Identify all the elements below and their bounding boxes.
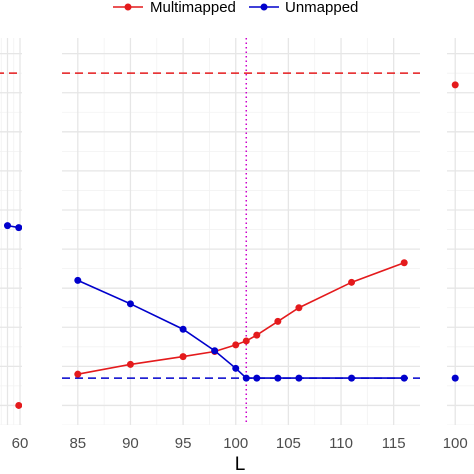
middle-panel-plot-area <box>62 38 420 425</box>
middle-panel-x-tick-label: 115 <box>382 435 406 452</box>
middle-panel-unmapped-point <box>179 325 187 333</box>
left-panel-multimapped-point <box>15 401 22 409</box>
middle-panel-x-tick-label: 100 <box>223 435 248 452</box>
right-panel-background <box>447 38 474 425</box>
middle-panel-x-tick-label: 105 <box>276 435 301 452</box>
middle-panel-multimapped-point <box>400 259 408 267</box>
middle-panel-multimapped-point <box>348 278 356 286</box>
middle-panel-x-tick-label: 85 <box>69 435 86 452</box>
panels: 60 85 90 95 100 105 110 115 100 <box>0 38 474 452</box>
middle-panel-multimapped-point <box>253 331 261 339</box>
left-panel-unmapped-point <box>15 224 22 232</box>
middle-panel-multimapped-point <box>74 370 82 378</box>
middle-panel-unmapped-point <box>211 347 219 355</box>
left-panel: 60 <box>0 38 28 452</box>
left-panel-unmapped-point <box>4 222 11 230</box>
middle-panel-multimapped-point <box>179 353 187 361</box>
middle-panel-unmapped-point <box>242 374 250 382</box>
legend: Multimapped Unmapped <box>113 0 358 16</box>
middle-panel-multimapped-point <box>274 317 282 325</box>
middle-panel-unmapped-point <box>253 374 261 382</box>
middle-panel-unmapped-point <box>274 374 282 382</box>
middle-panel-unmapped-point <box>74 276 82 284</box>
legend-multimapped-label: Multimapped <box>150 0 236 16</box>
middle-panel-unmapped-point <box>400 374 408 382</box>
legend-unmapped-marker <box>260 3 268 11</box>
middle-panel-unmapped-point <box>295 374 303 382</box>
middle-panel: 85 90 95 100 105 110 115 <box>62 38 420 452</box>
right-panel-plot-area <box>447 38 474 425</box>
right-panel: 100 <box>443 38 474 452</box>
middle-panel-multimapped-point <box>242 337 250 345</box>
middle-panel-unmapped-point <box>126 300 134 308</box>
right-panel-unmapped-point <box>451 374 459 382</box>
legend-multimapped-marker <box>124 3 132 11</box>
middle-panel-x-tick-label: 95 <box>175 435 192 452</box>
middle-panel-unmapped-point <box>348 374 356 382</box>
right-panel-x-tick-label: 100 <box>443 435 468 452</box>
middle-panel-multimapped-point <box>295 304 303 312</box>
left-panel-x-tick-label: 60 <box>12 435 29 452</box>
middle-panel-unmapped-point <box>232 364 240 372</box>
middle-panel-background <box>62 38 420 425</box>
left-panel-background <box>0 38 22 425</box>
middle-panel-x-tick-label: 110 <box>329 435 353 452</box>
middle-panel-multimapped-point <box>126 360 134 368</box>
x-axis-title: L <box>235 454 246 474</box>
legend-unmapped-label: Unmapped <box>285 0 358 16</box>
middle-panel-x-tick-label: 90 <box>122 435 139 452</box>
right-panel-multimapped-point <box>451 81 459 89</box>
left-panel-plot-area <box>0 38 22 425</box>
middle-panel-multimapped-point <box>232 341 240 349</box>
